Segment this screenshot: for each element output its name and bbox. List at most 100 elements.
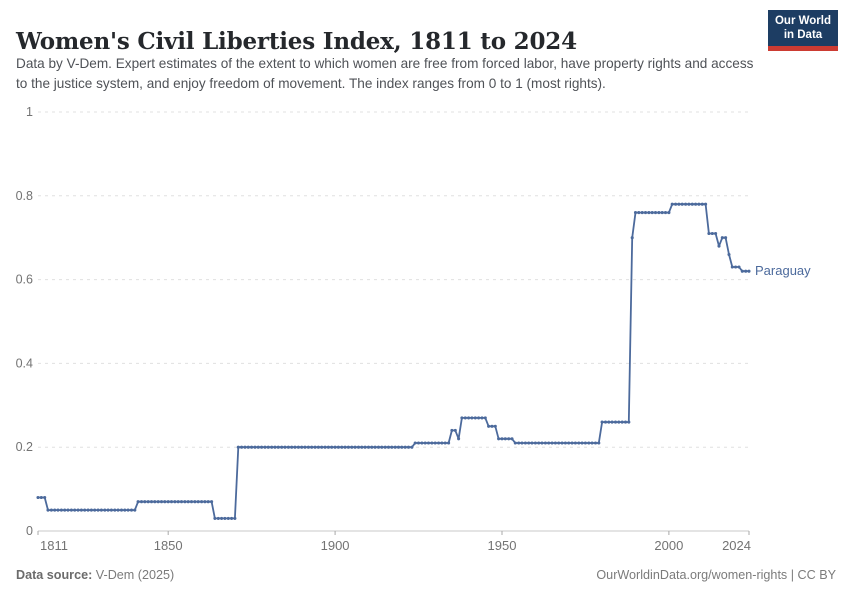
data-point [647, 211, 651, 215]
data-point [113, 508, 117, 512]
data-point [580, 441, 584, 445]
data-point [36, 495, 40, 500]
data-point [103, 508, 107, 512]
data-point [610, 420, 614, 424]
data-point [296, 445, 300, 449]
data-point [376, 445, 381, 449]
data-point [396, 445, 401, 449]
data-point [83, 508, 87, 512]
data-point [603, 420, 608, 424]
data-point [720, 236, 724, 240]
data-point [543, 441, 547, 445]
data-point-markers [36, 202, 751, 520]
data-point [577, 441, 581, 445]
data-point [740, 269, 744, 273]
data-point [633, 211, 638, 215]
data-point [677, 202, 681, 206]
data-point [250, 445, 254, 449]
data-point [717, 244, 721, 248]
data-point [453, 428, 457, 432]
data-point [553, 441, 557, 445]
data-point [236, 445, 240, 449]
data-point [403, 445, 407, 449]
data-point [183, 500, 187, 504]
owid-logo[interactable]: Our World in Data [768, 10, 838, 51]
data-point [457, 437, 461, 441]
data-point [143, 500, 147, 504]
data-point [480, 416, 484, 420]
data-point [587, 441, 591, 445]
data-point [300, 445, 304, 449]
data-point [220, 516, 224, 520]
data-point [316, 445, 320, 449]
data-point [169, 500, 174, 504]
data-point [139, 500, 144, 504]
data-point [563, 441, 567, 445]
data-point [196, 500, 200, 504]
data-point [390, 445, 394, 449]
data-point [330, 445, 334, 449]
data-point [216, 516, 220, 520]
data-point [590, 441, 594, 445]
data-point [79, 508, 83, 512]
data-point [680, 202, 684, 206]
data-point [290, 445, 294, 449]
data-point [657, 211, 661, 215]
data-point [86, 508, 90, 512]
data-point [557, 441, 561, 445]
data-point [260, 445, 264, 449]
data-point [530, 441, 534, 445]
data-point [747, 269, 751, 273]
data-point [653, 211, 658, 215]
data-point [430, 441, 434, 445]
data-point [343, 445, 347, 449]
data-point [663, 211, 668, 215]
data-point [233, 516, 237, 520]
data-point [567, 441, 571, 445]
data-point [700, 202, 704, 206]
data-point [313, 445, 317, 449]
data-point [540, 441, 544, 445]
data-point [667, 211, 671, 215]
data-point [734, 265, 738, 269]
data-point [507, 437, 511, 441]
data-point [320, 445, 324, 449]
x-tick-label: 2024 [722, 538, 751, 553]
data-point [186, 500, 190, 504]
data-point [123, 508, 127, 512]
data-point [119, 508, 124, 512]
data-point [447, 441, 451, 445]
data-point [660, 211, 664, 215]
data-point [273, 445, 277, 449]
data-point [550, 441, 554, 445]
data-point [460, 416, 464, 420]
y-tick-label: 0.2 [16, 440, 33, 454]
y-tick-label: 0.4 [16, 356, 33, 370]
data-point [400, 445, 404, 449]
data-point [393, 445, 397, 449]
data-point [39, 495, 43, 500]
data-point [523, 441, 527, 445]
data-point [613, 420, 618, 424]
data-point [200, 500, 204, 504]
data-point [490, 424, 494, 428]
data-point [386, 445, 391, 449]
series-label-paraguay: Paraguay [755, 263, 811, 279]
data-point [643, 211, 648, 215]
data-point [53, 508, 57, 512]
owid-url-license[interactable]: OurWorldinData.org/women-rights | CC BY [596, 568, 836, 582]
data-point [223, 516, 227, 520]
data-point [49, 508, 53, 512]
x-tick-label: 1950 [488, 538, 517, 553]
data-point [410, 445, 414, 449]
data-point [323, 445, 327, 449]
data-point [230, 516, 234, 520]
y-gridlines [38, 111, 749, 532]
x-tick-label: 2000 [654, 538, 683, 553]
data-point [189, 500, 194, 504]
data-point [280, 445, 284, 449]
data-point [470, 416, 474, 420]
data-point [203, 500, 207, 504]
data-point [149, 500, 154, 504]
